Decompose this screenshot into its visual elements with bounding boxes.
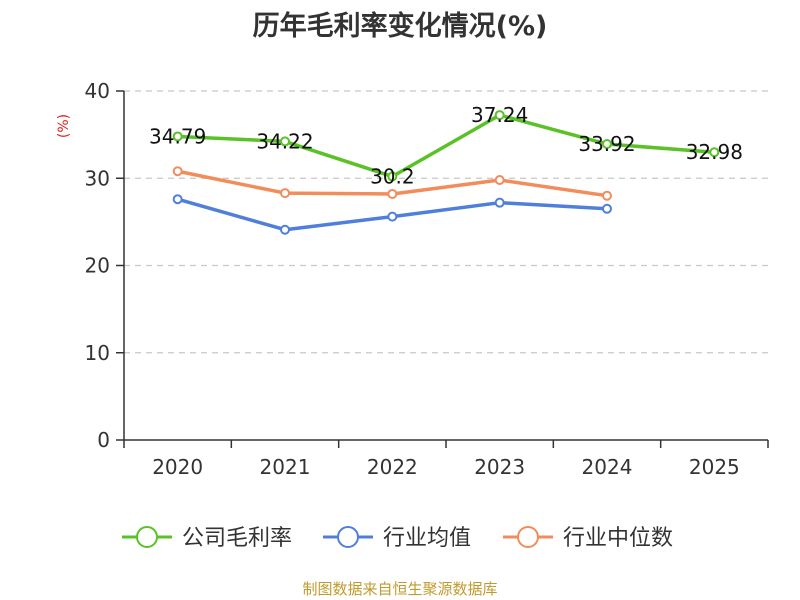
legend-label: 公司毛利率	[182, 526, 292, 551]
source-note: 制图数据来自恒生聚源数据库	[302, 580, 498, 598]
data-label: 30.2	[370, 165, 415, 189]
series-point-0[interactable]	[602, 139, 612, 150]
legend-item-0[interactable]: 公司毛利率	[122, 526, 292, 551]
y-tick-label: 20	[85, 254, 110, 278]
x-tick-label: 2021	[260, 455, 311, 479]
chart-title: 历年毛利率变化情况(%)	[252, 11, 548, 42]
series-point-2[interactable]	[602, 190, 612, 201]
series-point-0[interactable]	[387, 171, 398, 182]
x-tick-label: 2023	[474, 455, 525, 479]
series-point-2[interactable]	[280, 188, 290, 199]
y-tick-label: 40	[85, 79, 110, 103]
x-tick-label: 2024	[582, 455, 633, 479]
series-point-1[interactable]	[172, 194, 183, 205]
data-label: 32.98	[686, 140, 743, 164]
series-point-2[interactable]	[494, 174, 505, 185]
data-label: 37.24	[471, 103, 528, 127]
series-point-2[interactable]	[172, 166, 183, 177]
series-point-0[interactable]	[494, 110, 505, 121]
data-label: 34.79	[149, 124, 206, 148]
grid-lines	[124, 90, 768, 354]
axes: 0 10 20 30 40 2020 2021 2022 2023 2024 2025	[85, 79, 769, 479]
legend-item-2[interactable]: 行业中位数	[503, 526, 673, 551]
legend-item-1[interactable]: 行业均值	[323, 526, 471, 551]
series	[172, 110, 720, 235]
series-point-1[interactable]	[387, 211, 398, 222]
legend[interactable]: 公司毛利率 行业均值 行业中位数	[122, 526, 673, 551]
legend-label: 行业均值	[383, 526, 471, 551]
series-point-0[interactable]	[280, 136, 290, 147]
x-tick-label: 2020	[152, 455, 203, 479]
data-label: 34.22	[256, 129, 313, 153]
y-tick-label: 30	[85, 166, 110, 190]
legend-swatch-marker	[337, 526, 359, 548]
y-tick-label: 10	[85, 341, 110, 365]
data-label: 33.92	[578, 132, 635, 156]
legend-label: 行业中位数	[563, 526, 673, 551]
x-tick-label: 2025	[689, 455, 740, 479]
y-tick-label: 0	[97, 428, 110, 452]
series-line-0	[177, 113, 715, 179]
series-point-1[interactable]	[280, 224, 290, 235]
data-labels: 34.79 34.22 30.2 37.24 33.92 32.98	[149, 103, 743, 188]
series-point-0[interactable]	[172, 131, 183, 142]
legend-swatch-marker	[517, 526, 539, 548]
x-tick-label: 2022	[367, 455, 418, 479]
legend-swatch-marker	[136, 526, 158, 548]
y-axis-label: (%)	[56, 114, 72, 138]
series-point-1[interactable]	[494, 197, 505, 208]
series-point-1[interactable]	[602, 203, 612, 214]
series-point-2[interactable]	[387, 188, 398, 199]
series-point-0[interactable]	[709, 147, 720, 158]
